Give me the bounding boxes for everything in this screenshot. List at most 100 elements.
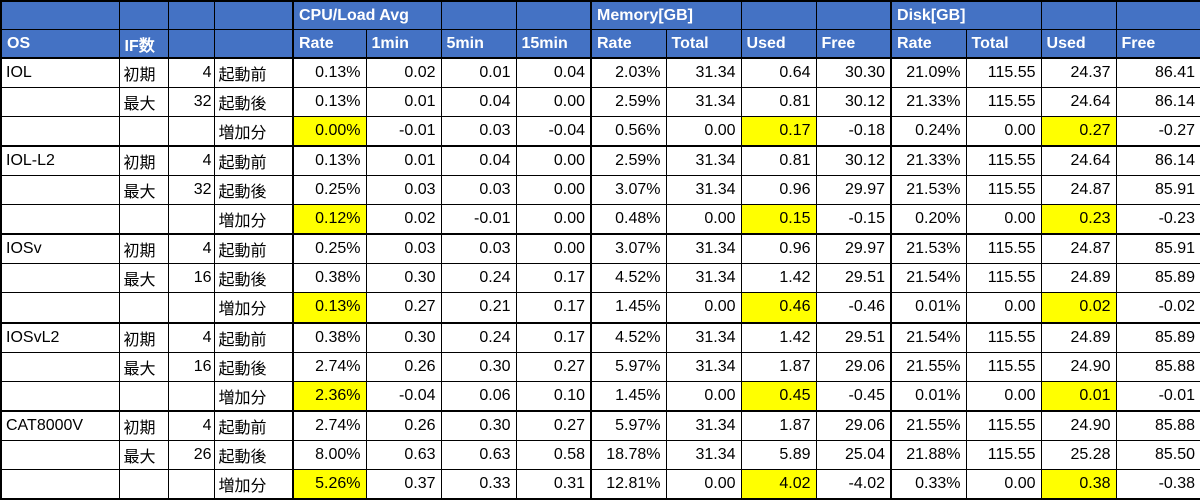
if-count-cell[interactable]: [167, 116, 215, 148]
cpu-1min-cell[interactable]: -0.01: [365, 116, 442, 148]
cpu-5min-cell[interactable]: 0.06: [440, 380, 517, 412]
disk-free-cell[interactable]: 85.89: [1115, 263, 1200, 294]
stage-cell[interactable]: 初期: [118, 57, 169, 89]
os-cell[interactable]: IOL: [0, 57, 120, 89]
cpu-rate-cell[interactable]: 0.25%: [292, 175, 367, 206]
stage-cell[interactable]: [118, 292, 169, 324]
disk-free-cell[interactable]: -0.27: [1115, 116, 1200, 148]
disk-free-cell[interactable]: -0.23: [1115, 204, 1200, 236]
cpu-1min-cell[interactable]: 0.02: [365, 57, 442, 89]
memory-free-cell[interactable]: 30.12: [815, 145, 892, 177]
memory-free-cell[interactable]: 29.97: [815, 175, 892, 206]
cpu-15min-cell[interactable]: 0.00: [515, 233, 592, 265]
os-cell[interactable]: [0, 175, 120, 206]
cpu-rate-cell[interactable]: 0.38%: [292, 322, 367, 353]
header-spacer-mem-1[interactable]: [740, 0, 817, 30]
disk-used-cell[interactable]: 25.28: [1040, 439, 1117, 470]
disk-rate-cell[interactable]: 21.53%: [890, 233, 967, 265]
memory-used-cell[interactable]: 1.87: [740, 410, 817, 441]
if-count-cell[interactable]: 32: [167, 87, 215, 118]
stage-cell[interactable]: 初期: [118, 410, 169, 441]
stage-cell[interactable]: 初期: [118, 233, 169, 265]
memory-free-cell[interactable]: 29.51: [815, 263, 892, 294]
cpu-15min-cell[interactable]: -0.04: [515, 116, 592, 148]
memory-rate-cell[interactable]: 1.45%: [590, 292, 667, 324]
os-cell[interactable]: [0, 351, 120, 382]
header-cpu-1min[interactable]: 1min: [365, 29, 442, 59]
memory-total-cell[interactable]: 0.00: [665, 292, 742, 324]
disk-rate-cell[interactable]: 21.54%: [890, 322, 967, 353]
memory-rate-cell[interactable]: 5.97%: [590, 410, 667, 441]
if-count-cell[interactable]: 4: [167, 322, 215, 353]
memory-total-cell[interactable]: 0.00: [665, 380, 742, 412]
memory-free-cell[interactable]: 29.51: [815, 322, 892, 353]
header-spacer-os[interactable]: [0, 0, 120, 30]
memory-used-cell[interactable]: 0.46: [740, 292, 817, 324]
memory-free-cell[interactable]: -4.02: [815, 468, 892, 500]
phase-cell[interactable]: 起動後: [213, 87, 294, 118]
header-disk-rate[interactable]: Rate: [890, 29, 967, 59]
disk-rate-cell[interactable]: 21.55%: [890, 351, 967, 382]
disk-rate-cell[interactable]: 0.33%: [890, 468, 967, 500]
header-os[interactable]: OS: [0, 29, 120, 59]
disk-free-cell[interactable]: 85.91: [1115, 175, 1200, 206]
cpu-rate-cell[interactable]: 8.00%: [292, 439, 367, 470]
disk-free-cell[interactable]: 85.89: [1115, 322, 1200, 353]
disk-free-cell[interactable]: 85.50: [1115, 439, 1200, 470]
memory-total-cell[interactable]: 31.34: [665, 439, 742, 470]
disk-used-cell[interactable]: 0.38: [1040, 468, 1117, 500]
cpu-15min-cell[interactable]: 0.17: [515, 292, 592, 324]
memory-used-cell[interactable]: 0.17: [740, 116, 817, 148]
phase-cell[interactable]: 起動前: [213, 145, 294, 177]
cpu-1min-cell[interactable]: 0.02: [365, 204, 442, 236]
phase-cell[interactable]: 起動後: [213, 263, 294, 294]
memory-used-cell[interactable]: 0.96: [740, 233, 817, 265]
header-cpu-rate[interactable]: Rate: [292, 29, 367, 59]
if-count-cell[interactable]: 4: [167, 233, 215, 265]
if-count-cell[interactable]: [167, 468, 215, 500]
disk-rate-cell[interactable]: 21.88%: [890, 439, 967, 470]
cpu-rate-cell[interactable]: 0.38%: [292, 263, 367, 294]
disk-free-cell[interactable]: 86.14: [1115, 87, 1200, 118]
cpu-15min-cell[interactable]: 0.17: [515, 322, 592, 353]
memory-rate-cell[interactable]: 3.07%: [590, 175, 667, 206]
disk-used-cell[interactable]: 24.87: [1040, 233, 1117, 265]
cpu-5min-cell[interactable]: 0.21: [440, 292, 517, 324]
if-count-cell[interactable]: 4: [167, 57, 215, 89]
disk-used-cell[interactable]: 24.64: [1040, 145, 1117, 177]
cpu-5min-cell[interactable]: 0.03: [440, 233, 517, 265]
disk-rate-cell[interactable]: 0.24%: [890, 116, 967, 148]
disk-free-cell[interactable]: 86.41: [1115, 57, 1200, 89]
phase-cell[interactable]: 起動前: [213, 410, 294, 441]
disk-used-cell[interactable]: 24.90: [1040, 351, 1117, 382]
cpu-5min-cell[interactable]: 0.04: [440, 87, 517, 118]
disk-total-cell[interactable]: 115.55: [965, 57, 1042, 89]
cpu-5min-cell[interactable]: 0.04: [440, 145, 517, 177]
memory-used-cell[interactable]: 4.02: [740, 468, 817, 500]
os-cell[interactable]: [0, 439, 120, 470]
header-spacer-disk-1[interactable]: [1040, 0, 1117, 30]
disk-rate-cell[interactable]: 0.20%: [890, 204, 967, 236]
disk-used-cell[interactable]: 0.23: [1040, 204, 1117, 236]
cpu-5min-cell[interactable]: -0.01: [440, 204, 517, 236]
memory-rate-cell[interactable]: 1.45%: [590, 380, 667, 412]
cpu-rate-cell[interactable]: 0.00%: [292, 116, 367, 148]
if-count-cell[interactable]: 16: [167, 263, 215, 294]
disk-used-cell[interactable]: 24.87: [1040, 175, 1117, 206]
cpu-1min-cell[interactable]: 0.03: [365, 175, 442, 206]
cpu-15min-cell[interactable]: 0.10: [515, 380, 592, 412]
cpu-15min-cell[interactable]: 0.27: [515, 351, 592, 382]
memory-free-cell[interactable]: -0.15: [815, 204, 892, 236]
cpu-rate-cell[interactable]: 0.13%: [292, 57, 367, 89]
cpu-1min-cell[interactable]: 0.37: [365, 468, 442, 500]
stage-cell[interactable]: 最大: [118, 175, 169, 206]
cpu-15min-cell[interactable]: 0.00: [515, 204, 592, 236]
cpu-5min-cell[interactable]: 0.30: [440, 410, 517, 441]
disk-total-cell[interactable]: 0.00: [965, 204, 1042, 236]
cpu-rate-cell[interactable]: 0.25%: [292, 233, 367, 265]
disk-rate-cell[interactable]: 21.09%: [890, 57, 967, 89]
cpu-15min-cell[interactable]: 0.04: [515, 57, 592, 89]
cpu-1min-cell[interactable]: 0.01: [365, 145, 442, 177]
memory-used-cell[interactable]: 1.42: [740, 263, 817, 294]
header-group-disk[interactable]: Disk[GB]: [890, 0, 1042, 30]
